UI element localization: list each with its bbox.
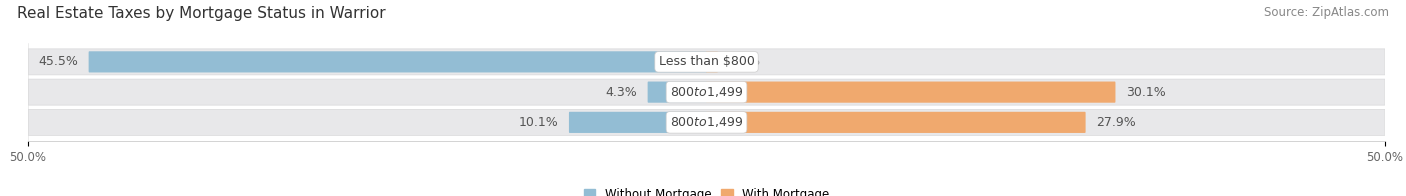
FancyBboxPatch shape <box>706 82 1115 103</box>
FancyBboxPatch shape <box>89 51 707 73</box>
Text: 10.1%: 10.1% <box>519 116 558 129</box>
FancyBboxPatch shape <box>706 51 718 73</box>
Text: Source: ZipAtlas.com: Source: ZipAtlas.com <box>1264 6 1389 19</box>
Text: Real Estate Taxes by Mortgage Status in Warrior: Real Estate Taxes by Mortgage Status in … <box>17 6 385 21</box>
FancyBboxPatch shape <box>648 82 707 103</box>
Text: 30.1%: 30.1% <box>1126 86 1166 99</box>
FancyBboxPatch shape <box>28 49 1385 75</box>
Legend: Without Mortgage, With Mortgage: Without Mortgage, With Mortgage <box>579 183 834 196</box>
FancyBboxPatch shape <box>706 112 1085 133</box>
Text: $800 to $1,499: $800 to $1,499 <box>669 85 744 99</box>
FancyBboxPatch shape <box>28 79 1385 105</box>
FancyBboxPatch shape <box>28 109 1385 135</box>
FancyBboxPatch shape <box>569 112 707 133</box>
Text: 4.3%: 4.3% <box>606 86 637 99</box>
Text: 45.5%: 45.5% <box>38 55 79 68</box>
Text: $800 to $1,499: $800 to $1,499 <box>669 115 744 129</box>
Text: Less than $800: Less than $800 <box>658 55 755 68</box>
Text: 0.0%: 0.0% <box>728 55 761 68</box>
Text: 27.9%: 27.9% <box>1095 116 1136 129</box>
